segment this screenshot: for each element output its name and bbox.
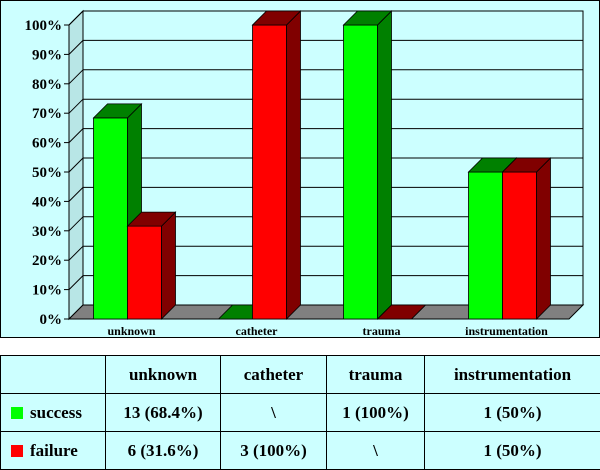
table-cell: 1 (50%) bbox=[425, 394, 600, 432]
failure-swatch bbox=[11, 445, 23, 457]
x-category-label: trauma bbox=[363, 324, 401, 338]
x-category-label: catheter bbox=[236, 324, 279, 338]
bar-side bbox=[287, 11, 301, 319]
table-row-success: success 13 (68.4%) \ 1 (100%) 1 (50%) bbox=[1, 394, 600, 432]
y-tick-label: 0% bbox=[40, 312, 63, 328]
y-tick-label: 90% bbox=[32, 47, 62, 63]
y-tick-label: 40% bbox=[32, 194, 62, 210]
series-name: failure bbox=[30, 441, 78, 460]
y-tick-label: 50% bbox=[32, 165, 62, 181]
table-header-cell: catheter bbox=[221, 356, 327, 394]
bar-side bbox=[537, 158, 551, 319]
bar-side bbox=[162, 212, 176, 319]
data-table: unknown catheter trauma instrumentation … bbox=[0, 355, 600, 470]
series-name: success bbox=[30, 403, 82, 422]
y-tick-label: 20% bbox=[32, 253, 62, 269]
table-cell: 1 (100%) bbox=[327, 394, 425, 432]
bar-front bbox=[253, 25, 287, 319]
table-row-label: success bbox=[1, 394, 106, 432]
x-category-label: instrumentation bbox=[465, 324, 548, 338]
table-header-row: unknown catheter trauma instrumentation bbox=[1, 356, 600, 394]
table-cell: 1 (50%) bbox=[425, 432, 600, 470]
bar-front bbox=[469, 172, 503, 319]
table-header-cell: instrumentation bbox=[425, 356, 600, 394]
x-category-label: unknown bbox=[107, 324, 155, 338]
table-row-label: failure bbox=[1, 432, 106, 470]
table-cell: \ bbox=[221, 394, 327, 432]
table-cell: 13 (68.4%) bbox=[106, 394, 221, 432]
y-tick-label: 30% bbox=[32, 224, 62, 240]
y-tick-label: 10% bbox=[32, 283, 62, 299]
bar-front bbox=[344, 25, 378, 319]
bar-side bbox=[378, 11, 392, 319]
bar-front bbox=[503, 172, 537, 319]
table-cell: 6 (31.6%) bbox=[106, 432, 221, 470]
y-tick-label: 60% bbox=[32, 136, 62, 152]
table-header-cell: trauma bbox=[327, 356, 425, 394]
table-header-cell: unknown bbox=[106, 356, 221, 394]
y-tick-label: 100% bbox=[25, 18, 63, 34]
y-tick-label: 80% bbox=[32, 77, 62, 93]
bar-front bbox=[128, 226, 162, 319]
table-row-failure: failure 6 (31.6%) 3 (100%) \ 1 (50%) bbox=[1, 432, 600, 470]
y-tick-label: 70% bbox=[32, 106, 62, 122]
chart-area: 0% 10% 20% 30% 40% 50% 60% 70% 80% 90% 100% unknown… bbox=[0, 0, 600, 338]
table-corner-cell bbox=[1, 356, 106, 394]
bar-chart: 0% 10% 20% 30% 40% 50% 60% 70% 80% 90% 100% unknown… bbox=[1, 1, 600, 339]
table-cell: \ bbox=[327, 432, 425, 470]
bar-front bbox=[94, 118, 128, 319]
table-cell: 3 (100%) bbox=[221, 432, 327, 470]
success-swatch bbox=[11, 407, 23, 419]
